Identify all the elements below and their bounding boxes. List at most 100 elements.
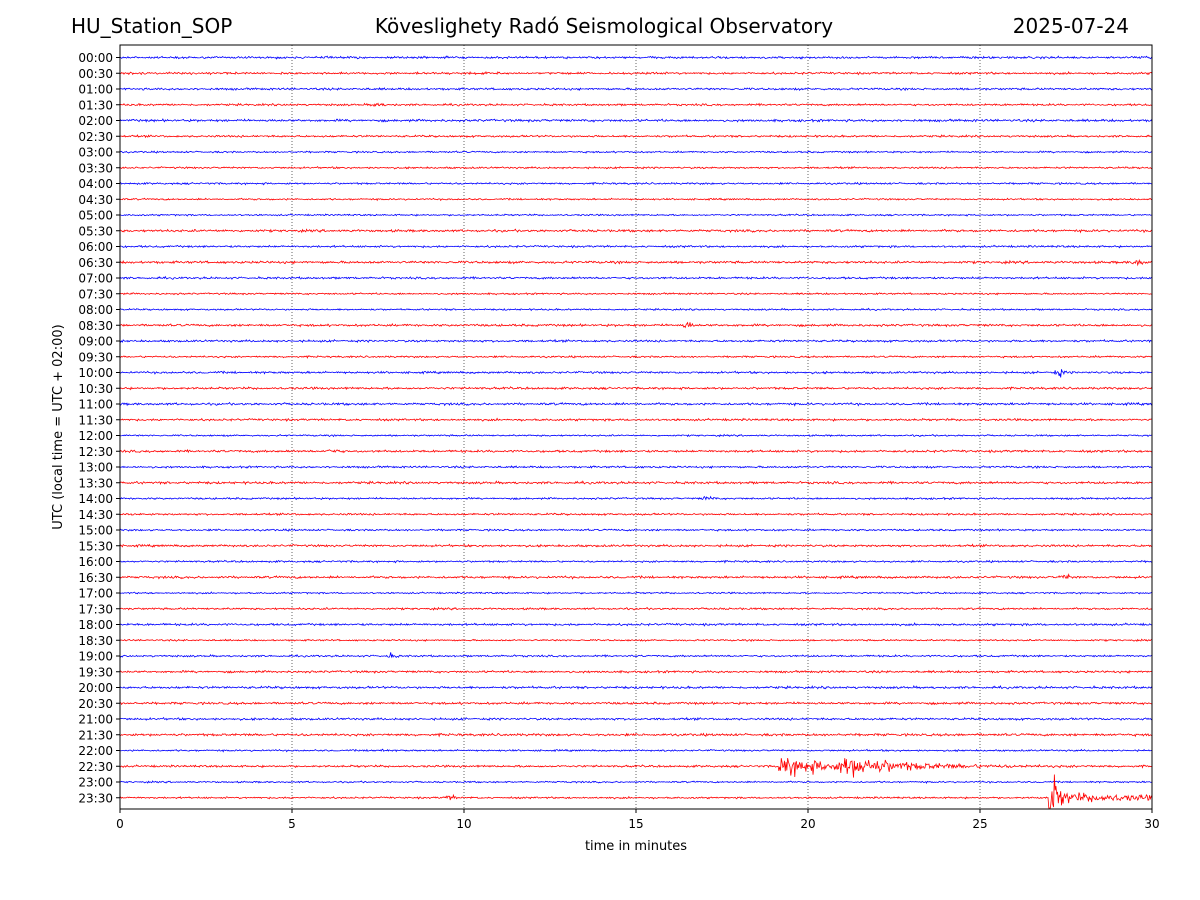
y-tick-label: 15:30 [78,539,113,553]
trace-1630 [119,573,1153,580]
observatory-title: Köveslighety Radó Seismological Observat… [374,14,834,38]
x-tick-label: 15 [628,817,643,831]
y-tick-label: 01:30 [78,98,113,112]
record-date: 2025-07-24 [1012,14,1129,38]
trace-0330 [119,165,1153,170]
y-tick-label: 19:00 [78,650,113,664]
trace-1800 [119,622,1153,627]
y-tick-label: 07:30 [78,287,113,301]
y-tick-label: 17:30 [78,602,113,616]
y-axis-label: UTC (local time = UTC + 02:00) [51,324,66,529]
trace-1900 [119,652,1153,659]
y-tick-label: 05:00 [78,209,113,223]
y-tick-label: 22:00 [78,744,113,758]
x-tick-label: 25 [972,817,987,831]
y-tick-label: 18:00 [78,618,113,632]
y-tick-label: 03:30 [78,161,113,175]
trace-0100 [119,87,1153,92]
y-tick-label: 12:30 [78,445,113,459]
y-tick-label: 10:00 [78,366,113,380]
trace-0400 [119,181,1153,186]
y-tick-label: 14:00 [78,492,113,506]
trace-1200 [119,433,1153,438]
y-tick-label: 08:30 [78,319,113,333]
trace-1130 [119,417,1153,422]
y-tick-label: 02:30 [78,130,113,144]
y-tick-label: 03:00 [78,146,113,160]
trace-1300 [119,465,1153,470]
trace-1430 [119,512,1153,517]
trace-0430 [119,197,1153,202]
y-tick-label: 09:30 [78,350,113,364]
trace-2000 [119,685,1153,690]
trace-1000 [119,369,1153,378]
trace-1600 [119,559,1153,564]
trace-1330 [119,480,1153,486]
x-gridlines [291,45,981,809]
y-tick-label: 02:00 [78,114,113,128]
trace-1230 [119,448,1153,454]
trace-0200 [119,118,1153,123]
seismogram-traces [119,55,1153,809]
x-axis-label: time in minutes [585,839,687,854]
trace-2300 [119,780,1153,784]
y-tick-label: 22:30 [78,760,113,774]
trace-2330 [119,774,1153,809]
y-tick-label: 09:00 [78,335,113,349]
y-tick-label: 04:00 [78,177,113,191]
trace-2100 [119,716,1153,722]
trace-2200 [119,748,1153,753]
trace-0800 [119,307,1153,312]
y-tick-label: 19:30 [78,665,113,679]
y-tick-label: 08:00 [78,303,113,317]
x-tick-label: 10 [456,817,471,831]
trace-0900 [119,338,1153,344]
trace-2030 [119,700,1153,706]
trace-1400 [119,495,1153,501]
y-tick-label: 04:30 [78,193,113,207]
y-tick-label: 01:00 [78,83,113,97]
trace-1030 [119,386,1153,391]
trace-0530 [119,228,1153,234]
trace-0230 [119,134,1153,139]
trace-0830 [119,321,1153,329]
x-axis-ticks: 0 5 10 15 20 25 30 [116,809,1160,831]
trace-0930 [119,354,1153,359]
y-tick-label: 14:30 [78,508,113,522]
trace-2130 [119,732,1153,738]
x-tick-label: 0 [116,817,124,831]
trace-0600 [119,244,1153,249]
y-tick-label: 23:00 [78,776,113,790]
trace-1930 [119,669,1153,674]
y-tick-label: 12:00 [78,429,113,443]
trace-1730 [119,606,1153,611]
x-tick-label: 30 [1144,817,1159,831]
y-tick-label: 07:00 [78,272,113,286]
y-tick-label: 16:00 [78,555,113,569]
y-tick-label: 06:30 [78,256,113,270]
trace-0030 [119,71,1153,76]
trace-0000 [119,55,1153,60]
trace-0630 [119,258,1153,267]
y-tick-label: 13:00 [78,461,113,475]
y-tick-label: 11:00 [78,398,113,412]
station-name: HU_Station_SOP [71,14,233,38]
trace-0700 [119,275,1153,280]
trace-1100 [119,401,1153,407]
y-tick-label: 17:00 [78,587,113,601]
trace-1500 [119,528,1153,532]
trace-0130 [119,102,1153,108]
y-tick-label: 18:30 [78,634,113,648]
y-tick-label: 00:00 [78,51,113,65]
y-tick-label: 11:30 [78,413,113,427]
y-tick-label: 21:00 [78,713,113,727]
trace-1530 [119,543,1153,549]
y-tick-label: 21:30 [78,728,113,742]
y-tick-label: 20:30 [78,697,113,711]
y-tick-label: 05:30 [78,224,113,238]
y-tick-label: 16:30 [78,571,113,585]
y-tick-label: 23:30 [78,791,113,805]
trace-0730 [119,292,1153,296]
trace-1700 [119,591,1153,595]
